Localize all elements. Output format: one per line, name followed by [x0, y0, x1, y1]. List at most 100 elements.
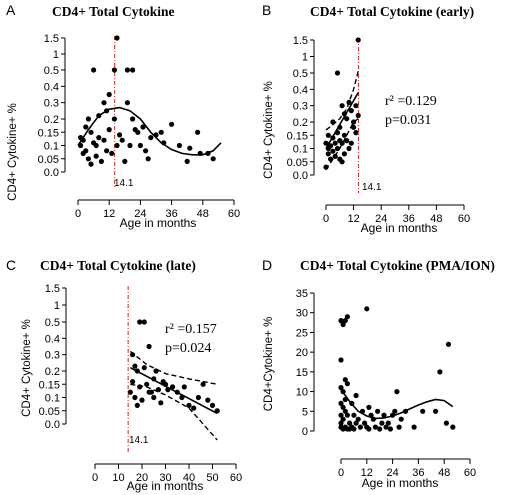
panel-b-data-point: [341, 151, 347, 157]
panel-c-plot: 0.00.050.1 0.150.2 0.3 0.4 0.5 1 1.5 0 10 20 30 40 5…: [39, 283, 243, 484]
panel-d-data-point: [433, 408, 439, 414]
panel-a-y-tick-label: 0.0: [44, 167, 59, 179]
panel-d-plot: 0 5 10 15 20 25 30 35 0 12 24 36 48 60: [296, 288, 476, 479]
panel-a-data-point: [195, 129, 201, 135]
panel-c-y-tick-label: 0.4: [45, 333, 60, 345]
panel-a-data-point: [176, 142, 182, 149]
panel-a-data-point: [145, 156, 151, 162]
panel-b-x-tick-label: 60: [458, 213, 470, 225]
panel-c-data-point: [141, 319, 147, 325]
panel-c-data-point: [134, 402, 140, 408]
panel-a-title: CD4+ Total Cytokine: [52, 4, 174, 19]
panel-b-data-point: [325, 132, 331, 138]
panel-c-data-point: [151, 394, 157, 401]
panel-a-y-tick-label: 0.1: [44, 141, 59, 153]
panel-a-data-point: [93, 142, 99, 149]
panel-b-p-value: p=0.031: [385, 113, 431, 128]
panel-d-y-axis-label: CD4+Cytokine+ %: [263, 317, 275, 412]
panel-c-y-axis-label: CD4+ Cytokine+ %: [21, 319, 33, 417]
panel-c-y-tick-label: 0.15: [39, 379, 60, 391]
panel-d-x-tick-label: 60: [464, 467, 476, 479]
panel-b-x-tick-label: 0: [323, 213, 329, 225]
panel-a-y-tick-label: 1: [53, 49, 59, 61]
panel-b-data-point: [332, 140, 338, 146]
panel-d-data-point: [385, 420, 391, 426]
panel-a-x-tick-label: 60: [228, 208, 240, 220]
panel-d-data-point: [364, 306, 370, 312]
panel-a-x-tick-label: 24: [134, 208, 146, 220]
panel-c: C CD4+ Total Cytokine (late) CD4+ Cytoki…: [6, 257, 242, 493]
panel-c-y-tick-label: 0.05: [39, 406, 60, 418]
panel-a-fit-line: [77, 106, 222, 156]
panel-d-data-point: [344, 381, 350, 387]
panel-a-data-point: [210, 156, 216, 162]
panel-a-data-point: [124, 100, 130, 106]
panel-b-y-tick-label: 1: [302, 52, 308, 64]
panel-a-data-point: [93, 153, 99, 159]
panel-c-data-point: [191, 405, 197, 411]
panel-a-data-point: [169, 121, 175, 127]
panel-a-data-point: [104, 148, 110, 154]
panel-d-data-point: [338, 400, 344, 406]
panel-d-data-point: [357, 424, 363, 430]
panel-a-data-point: [114, 142, 120, 149]
panel-b-x-tick-label: 48: [430, 213, 442, 225]
panel-b-y-tick-label: 0.1: [293, 144, 308, 156]
panel-a-data-point: [119, 137, 125, 143]
panel-c-data-point: [139, 397, 145, 403]
panel-c-y-tick-label: 1.5: [45, 283, 60, 295]
panel-c-x-tick-label: 60: [230, 472, 242, 484]
panel-a-data-point: [109, 150, 115, 156]
panel-d-data-point: [375, 408, 381, 414]
panel-d: D CD4+ Total Cytokine (PMA/ION) CD4+Cyto…: [262, 257, 495, 490]
panel-c-x-tick-label: 10: [112, 472, 124, 484]
panel-d-y-tick-label: 35: [296, 288, 308, 300]
panel-d-data-point: [392, 408, 398, 414]
panel-a-data-point: [148, 135, 154, 141]
panel-c-y-tick-label: 1: [54, 300, 60, 312]
panel-c-data-point: [132, 363, 138, 369]
panel-a-data-point: [85, 156, 91, 162]
panel-c-x-tick-label: 0: [92, 472, 98, 484]
panel-b-title: CD4+ Total Cytokine (early): [310, 4, 474, 19]
panel-d-x-tick-label: 24: [386, 467, 398, 479]
panel-a-data-point: [130, 67, 136, 73]
panel-c-data-point: [130, 379, 136, 385]
panel-d-data-point: [355, 416, 361, 422]
panel-b-data-point: [325, 151, 331, 157]
panel-a-data-point: [137, 142, 143, 149]
panel-c-y-tick-label: 0.3: [45, 350, 60, 362]
panel-b-r2-label: r² =0.129: [385, 94, 437, 109]
panel-b-data-point: [355, 112, 361, 119]
panel-a-data-point: [117, 132, 123, 138]
panel-a-y-tick-label: 0.4: [44, 81, 59, 93]
panel-d-data-point: [394, 389, 400, 395]
panel-d-data-point: [362, 420, 368, 426]
panel-a-data-point: [111, 116, 117, 122]
panel-d-data-point: [411, 424, 417, 430]
panel-b-y-tick-label: 1.5: [293, 35, 308, 47]
panel-b-y-tick-label: 0.05: [287, 157, 308, 169]
panel-a-y-axis-label: CD4+ Cytokine+ %: [7, 103, 19, 201]
panel-d-y-tick-label: 5: [302, 406, 308, 418]
panel-a-data-point: [130, 116, 136, 122]
panel-d-data-point: [338, 385, 344, 391]
panel-c-data-point: [137, 319, 143, 325]
panel-b-data-point: [344, 138, 350, 144]
panel-d-data-point: [443, 420, 449, 426]
panel-a-data-point: [184, 158, 190, 164]
panel-d-data-point: [445, 341, 452, 347]
panel-b-data-point: [328, 143, 334, 149]
panel-a-data-point: [88, 161, 94, 167]
panel-a-data-point: [98, 158, 104, 164]
panel-a-data-point: [83, 148, 89, 154]
panel-b-x-tick-label: 12: [347, 213, 359, 225]
panel-a-vline-label: 14.1: [114, 178, 134, 189]
panel-c-x-tick-label: 50: [206, 472, 218, 484]
panel-a-data-point: [122, 158, 128, 164]
panel-d-y-tick-label: 20: [296, 347, 308, 359]
panel-a-data-point: [127, 142, 133, 149]
panel-d-y-tick-label: 0: [302, 426, 308, 438]
panel-c-data-point: [158, 400, 164, 406]
panel-c-data-point: [146, 343, 152, 350]
